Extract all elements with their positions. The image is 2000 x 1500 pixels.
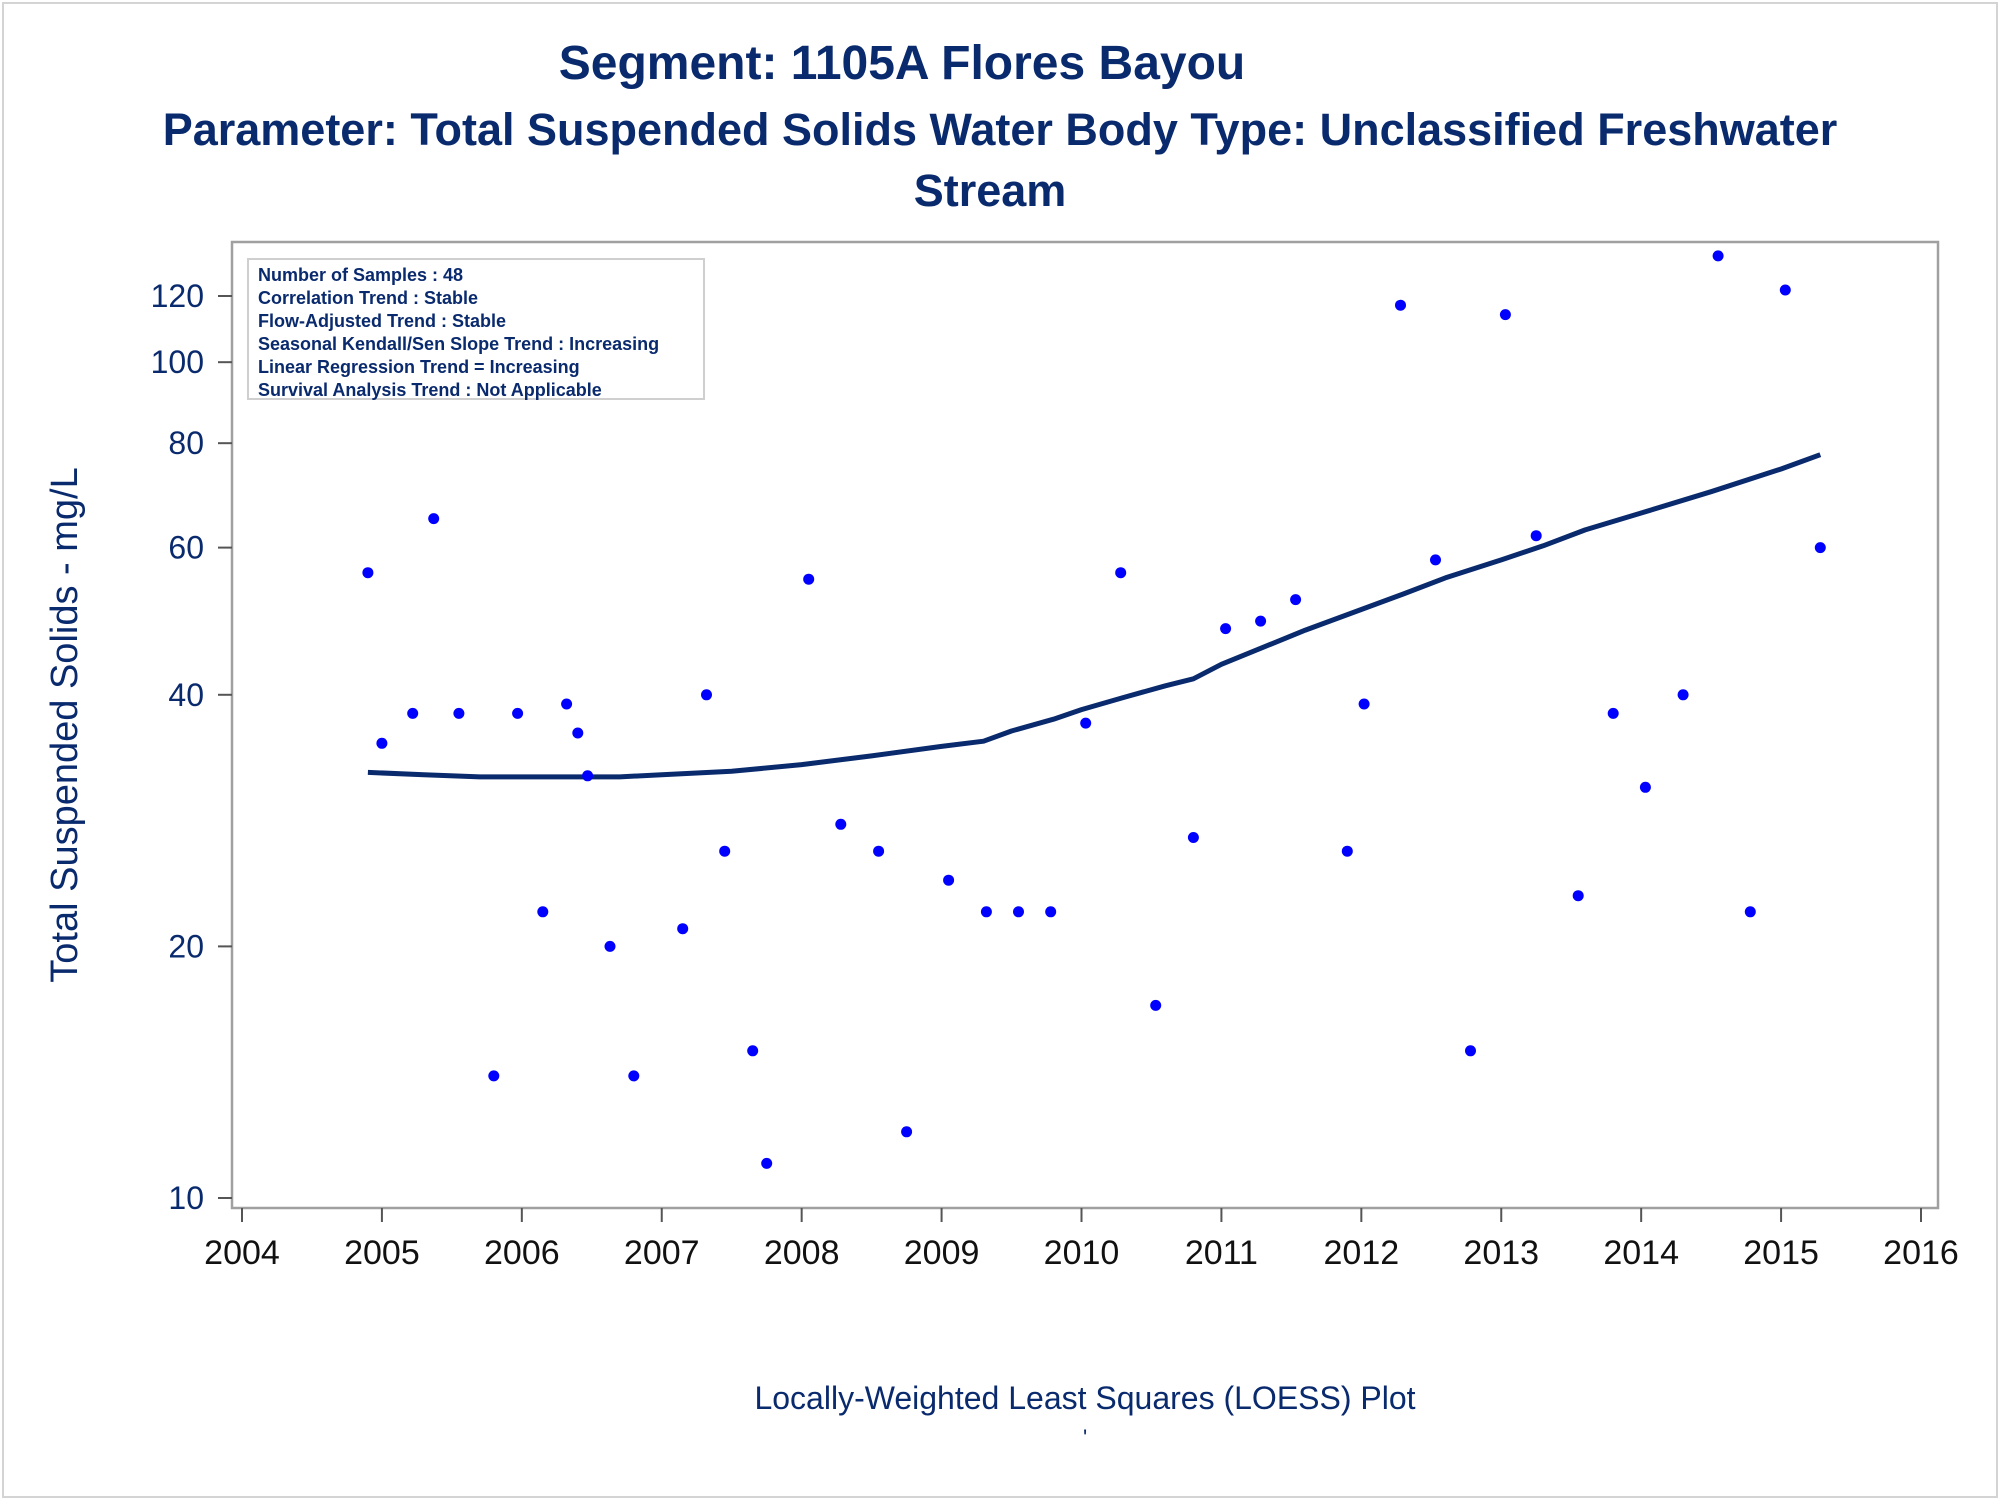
- data-point-30: [1187, 832, 1199, 843]
- data-point-14: [677, 923, 689, 935]
- data-point-8: [537, 906, 549, 918]
- chart-title: Segment: 1105A Flores Bayou: [0, 36, 2000, 91]
- x-tick-label-2007: 2007: [624, 1234, 700, 1272]
- data-point-47: [1779, 284, 1791, 296]
- x-tick-label-2005: 2005: [344, 1234, 420, 1272]
- data-point-21: [873, 845, 885, 857]
- stats-line-4: Seasonal Kendall/Sen Slope Trend : Incre…: [258, 334, 659, 354]
- x-tick-label-2014: 2014: [1603, 1234, 1679, 1272]
- data-point-37: [1430, 554, 1441, 566]
- x-tick-label-2012: 2012: [1324, 1234, 1400, 1272]
- data-point-42: [1607, 707, 1619, 719]
- data-point-13: [628, 1070, 640, 1082]
- data-point-46: [1744, 906, 1756, 918]
- chart-subtitle-line-2: Stream: [0, 165, 2000, 217]
- data-point-34: [1341, 845, 1353, 857]
- data-point-4: [428, 513, 440, 525]
- y-axis-label: Total Suspended Solids - mg/L: [44, 467, 86, 982]
- stats-line-5: Linear Regression Trend = Increasing: [258, 357, 580, 377]
- data-point-44: [1677, 689, 1689, 701]
- data-point-26: [1045, 906, 1057, 918]
- data-point-27: [1080, 717, 1092, 729]
- x-tick-label-2009: 2009: [904, 1234, 980, 1272]
- data-point-16: [719, 845, 731, 857]
- data-point-31: [1220, 623, 1232, 635]
- y-tick-label-60: 60: [168, 530, 204, 566]
- chart-title-text: Segment: 1105A Flores Bayou: [558, 37, 1246, 90]
- data-point-48: [1814, 542, 1826, 554]
- data-point-25: [1013, 906, 1024, 918]
- x-tick-label-2006: 2006: [484, 1234, 560, 1272]
- data-point-19: [803, 573, 815, 585]
- chart-footnote-text: Locally-Weighted Least Squares (LOESS) P…: [754, 1380, 1416, 1416]
- x-tick-label-2011: 2011: [1185, 1234, 1258, 1272]
- y-tick-label-10: 10: [168, 1180, 204, 1216]
- x-tick-label-2013: 2013: [1463, 1234, 1539, 1272]
- data-point-7: [512, 707, 524, 719]
- data-point-40: [1530, 530, 1542, 542]
- data-point-41: [1572, 890, 1584, 902]
- data-point-23: [943, 874, 955, 886]
- data-point-24: [980, 906, 992, 918]
- y-tick-label-80: 80: [168, 425, 204, 461]
- data-point-1: [362, 567, 374, 579]
- footnote-mark: ': [1083, 1425, 1088, 1450]
- data-point-22: [901, 1126, 913, 1138]
- x-tick-label-2010: 2010: [1044, 1234, 1120, 1272]
- data-point-12: [604, 940, 616, 952]
- y-tick-label-120: 120: [151, 278, 204, 314]
- stats-line-1: Number of Samples : 48: [258, 265, 463, 285]
- y-tick-label-100: 100: [151, 344, 204, 380]
- data-point-10: [572, 727, 584, 739]
- stats-legend-box: [247, 258, 705, 400]
- data-point-32: [1255, 615, 1267, 627]
- data-point-33: [1290, 594, 1302, 606]
- data-point-17: [747, 1045, 759, 1057]
- x-tick-label-2004: 2004: [204, 1234, 280, 1272]
- x-tick-label-2008: 2008: [764, 1234, 840, 1272]
- data-point-28: [1115, 567, 1127, 579]
- stats-line-3: Flow-Adjusted Trend : Stable: [258, 311, 506, 331]
- data-point-38: [1465, 1045, 1476, 1057]
- data-point-9: [561, 698, 573, 710]
- data-point-2: [376, 737, 388, 749]
- x-tick-label-2016: 2016: [1883, 1234, 1959, 1272]
- data-point-43: [1639, 781, 1651, 793]
- chart-footnote: Locally-Weighted Least Squares (LOESS) P…: [0, 1380, 2000, 1417]
- data-point-6: [488, 1070, 500, 1082]
- data-point-18: [761, 1157, 773, 1169]
- data-point-3: [407, 707, 419, 719]
- chart-subtitle-line-2-text: Stream: [913, 165, 1067, 216]
- loess-line: [367, 452, 1822, 780]
- stats-line-2: Correlation Trend : Stable: [258, 288, 478, 308]
- data-point-39: [1499, 309, 1511, 321]
- plot-area-border: [230, 240, 1940, 1210]
- data-point-20: [835, 818, 847, 830]
- chart-subtitle-line-1: Parameter: Total Suspended Solids Water …: [162, 104, 1838, 155]
- data-point-45: [1712, 250, 1724, 262]
- y-tick-label-40: 40: [168, 677, 204, 713]
- x-tick-label-2015: 2015: [1743, 1234, 1819, 1272]
- data-point-5: [453, 707, 465, 719]
- data-point-29: [1150, 999, 1162, 1011]
- y-tick-label-20: 20: [168, 928, 204, 964]
- data-point-35: [1358, 698, 1370, 710]
- data-point-36: [1395, 299, 1406, 311]
- data-point-15: [701, 689, 712, 701]
- stats-line-6: Survival Analysis Trend : Not Applicable: [258, 380, 602, 400]
- data-point-11: [582, 770, 594, 782]
